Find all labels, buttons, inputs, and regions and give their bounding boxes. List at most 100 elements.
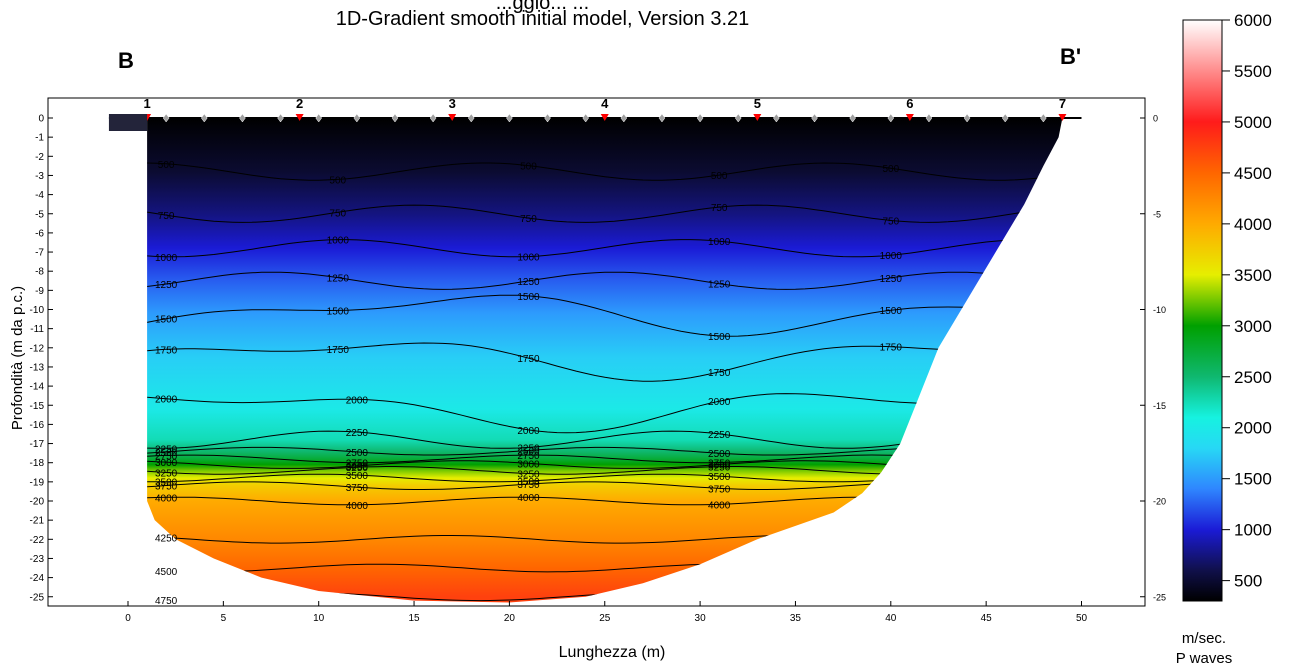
contour-line bbox=[147, 162, 1063, 181]
x-axis: 0 5 10 15 20 25 30 35 40 45 50 bbox=[47, 97, 1146, 624]
contour-label: 500 bbox=[882, 164, 899, 175]
y-axis: 0 -1 -2 -3 -4 -5 -6 -7 -8 -9 -10 -11 -12 -13 -14 -15 -16… bbox=[30, 114, 53, 603]
y-tick-label: -10 bbox=[30, 305, 45, 316]
right-tick-label: -20 bbox=[1153, 497, 1166, 507]
shot-label: 5 bbox=[754, 96, 761, 111]
contour-label: 4000 bbox=[155, 493, 178, 504]
geophone-marker bbox=[582, 113, 589, 123]
right-tick-label: -5 bbox=[1153, 209, 1161, 219]
right-depth-axis: 0 -5 -10 -15 -20 -25 bbox=[1140, 114, 1166, 602]
x-axis-label: Lunghezza (m) bbox=[559, 644, 666, 661]
shot-marker bbox=[753, 114, 762, 121]
contour-label: 1750 bbox=[708, 368, 731, 379]
y-tick-label: -7 bbox=[35, 248, 44, 259]
geophone-marker bbox=[353, 113, 361, 123]
y-tick-label: -14 bbox=[30, 382, 45, 393]
geophone-marker bbox=[658, 113, 666, 123]
chart-title: 1D-Gradient smooth initial model, Versio… bbox=[335, 8, 750, 30]
contour-label: 4250 bbox=[155, 533, 178, 544]
colorbar-gradient bbox=[1182, 19, 1223, 602]
colorbar-tick-label: 5500 bbox=[1234, 62, 1272, 81]
colorbar-tick-label: 4000 bbox=[1234, 215, 1272, 234]
contour-label: 750 bbox=[520, 214, 537, 225]
shot-point-markers: 1 2 3 4 5 6 7 bbox=[143, 96, 1067, 121]
contour-label: 3500 bbox=[517, 477, 540, 488]
shot-marker bbox=[905, 114, 914, 121]
contour-line bbox=[147, 204, 1063, 223]
contour-label: 1250 bbox=[708, 280, 731, 291]
contour-labels: 500 500 500 500 500 750 750 750 750 750 1000 1000 10… bbox=[155, 160, 902, 607]
colorbar-unit: m/sec. bbox=[1182, 630, 1226, 647]
geophone-marker bbox=[1040, 113, 1047, 123]
contour-label: 3000 bbox=[346, 462, 369, 473]
contour-label: 1500 bbox=[880, 306, 903, 317]
colorbar-tick-label: 500 bbox=[1234, 572, 1262, 591]
x-tick-label: 30 bbox=[695, 613, 707, 624]
x-tick-label: 45 bbox=[981, 613, 993, 624]
contour-label: 1750 bbox=[517, 354, 540, 365]
colorbar-tick-label: 3000 bbox=[1234, 317, 1272, 336]
contour-label: 4000 bbox=[346, 501, 369, 512]
contour-label: 1000 bbox=[517, 253, 540, 264]
geophone-marker bbox=[773, 113, 780, 123]
y-tick-label: -24 bbox=[30, 573, 45, 584]
contour-label: 2250 bbox=[155, 444, 178, 455]
velocity-model-fill bbox=[108, 118, 1082, 603]
contour-label: 2000 bbox=[708, 397, 731, 408]
colorbar-label: P waves bbox=[1176, 650, 1232, 667]
contour-label: 3750 bbox=[155, 481, 178, 492]
contour-label: 750 bbox=[158, 211, 175, 222]
geophone-marker bbox=[200, 113, 208, 123]
contour-label: 4500 bbox=[155, 567, 178, 578]
colorbar: 500 1000 1500 2000 2500 3000 3500 4000 4500 5000 5… bbox=[1176, 11, 1272, 667]
contour-label: 3500 bbox=[155, 478, 178, 489]
x-tick-label: 20 bbox=[504, 613, 516, 624]
right-tick-label: -25 bbox=[1153, 592, 1166, 602]
contour-label: 1500 bbox=[155, 315, 178, 326]
shot-label: 4 bbox=[601, 96, 609, 111]
contour-label: 1250 bbox=[327, 274, 350, 285]
contour-label: 3750 bbox=[346, 483, 369, 494]
y-tick-label: -4 bbox=[35, 190, 44, 201]
section-end-label: B' bbox=[1060, 44, 1082, 69]
contour-label: 3500 bbox=[346, 471, 369, 482]
geophone-marker bbox=[887, 113, 895, 123]
chart-title-partial: ...ggio... ... bbox=[495, 0, 590, 14]
x-tick-label: 25 bbox=[599, 613, 611, 624]
surface-stub bbox=[108, 114, 148, 131]
shot-label: 2 bbox=[296, 96, 303, 111]
geophone-marker bbox=[277, 113, 284, 123]
colorbar-tick-label: 1500 bbox=[1234, 470, 1272, 489]
contour-label: 750 bbox=[329, 208, 346, 219]
contour-label: 3000 bbox=[517, 459, 540, 470]
shot-marker bbox=[448, 114, 457, 121]
contour-label: 1750 bbox=[155, 345, 178, 356]
contour-label: 2750 bbox=[708, 459, 731, 470]
contour-label: 1250 bbox=[880, 274, 903, 285]
geophone-marker bbox=[734, 113, 742, 123]
contour-label: 500 bbox=[520, 162, 537, 173]
geophone-marker bbox=[849, 113, 856, 123]
geophone-marker bbox=[1001, 113, 1009, 123]
contour-line bbox=[147, 592, 1063, 602]
contour-label: 1750 bbox=[327, 345, 350, 356]
contour-label: 1500 bbox=[327, 306, 350, 317]
plot-area: 500 500 500 500 500 750 750 750 750 750 1000 1000 10… bbox=[108, 96, 1082, 607]
geophone-marker bbox=[315, 113, 323, 123]
contour-label: 500 bbox=[158, 160, 175, 171]
x-tick-label: 15 bbox=[408, 613, 420, 624]
contour-label: 3500 bbox=[708, 472, 731, 483]
contour-label: 4000 bbox=[708, 500, 731, 511]
colorbar-ticks: 500 1000 1500 2000 2500 3000 3500 4000 4500 5000 5… bbox=[1222, 11, 1272, 591]
geophone-marker bbox=[429, 113, 437, 123]
geophone-marker bbox=[620, 113, 628, 123]
x-tick-label: 50 bbox=[1076, 613, 1088, 624]
contour-label: 1500 bbox=[517, 292, 540, 303]
y-tick-label: -22 bbox=[30, 535, 45, 546]
x-tick-label: 5 bbox=[221, 613, 227, 624]
y-tick-label: -2 bbox=[35, 152, 44, 163]
contour-label: 2000 bbox=[346, 395, 369, 406]
contour-label: 3250 bbox=[346, 463, 369, 474]
geophone-marker bbox=[391, 113, 399, 123]
